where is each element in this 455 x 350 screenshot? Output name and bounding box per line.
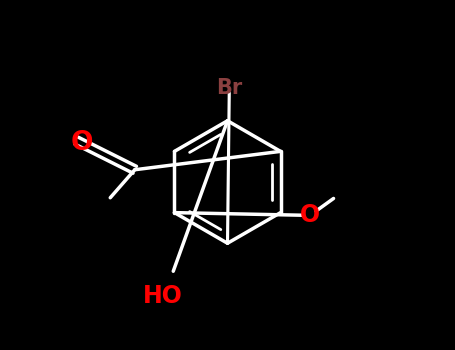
Text: O: O	[71, 131, 93, 156]
Text: HO: HO	[143, 284, 183, 308]
Text: O: O	[300, 203, 320, 227]
Text: Br: Br	[216, 77, 243, 98]
